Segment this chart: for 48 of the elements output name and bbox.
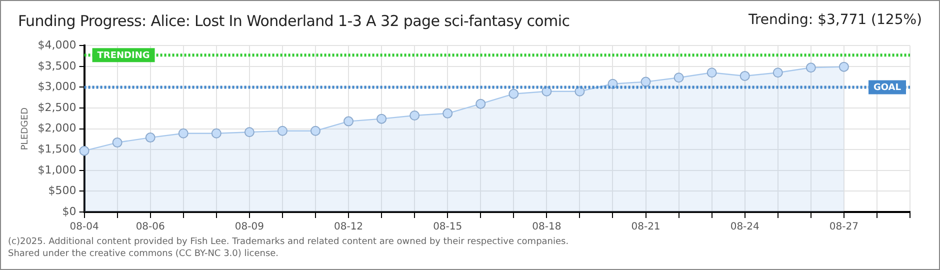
- y-tick-label: $4,000: [38, 38, 76, 52]
- x-tick-label: 08-27: [829, 222, 858, 233]
- point: [244, 127, 254, 138]
- text: Trending: $3,771 (125%): [748, 12, 922, 28]
- point: [542, 86, 552, 96]
- point: [277, 126, 288, 136]
- point: [674, 72, 684, 83]
- x-tick-label: 08-09: [234, 222, 264, 233]
- point: [178, 128, 188, 138]
- point: [442, 108, 453, 118]
- text: Shared under the creative commons (CC BY-NC 3.0) license.: [8, 248, 280, 260]
- text: (c)2025. Additional content provided by Fish Lee. Trademarks and related content are owned by their respective companies.: [8, 236, 569, 248]
- x-tick-label: 08-04: [70, 222, 99, 233]
- point: [410, 110, 420, 120]
- y-tick-label: $2,000: [38, 122, 76, 135]
- point: [310, 126, 320, 136]
- y-tick-label: $3,500: [38, 59, 76, 72]
- point: [344, 116, 354, 126]
- point: [508, 88, 519, 99]
- point: [640, 76, 651, 87]
- point: [112, 138, 122, 148]
- point: [838, 62, 849, 72]
- x-tick-label: 08-06: [136, 222, 165, 233]
- point: [772, 68, 783, 78]
- point: [145, 132, 156, 143]
- y-tick-label: $2,500: [38, 100, 76, 114]
- point: [574, 86, 585, 96]
- x-tick-label: 08-21: [631, 222, 660, 233]
- point: [806, 62, 816, 73]
- x-tick-label: 08-24: [730, 222, 760, 233]
- point: [706, 68, 717, 78]
- point: [476, 98, 486, 109]
- chart-title: Funding Progress: Alice: Lost In Wonderland 1-3 A 32 page sci-fantasy comic: [18, 12, 570, 30]
- point: [376, 114, 387, 124]
- point: [740, 70, 750, 81]
- x-tick-label: 08-12: [334, 222, 364, 233]
- y-axis-title: PLEDGED: [20, 107, 31, 150]
- x-tick-label: 08-15: [433, 222, 462, 233]
- ref-line-label: TRENDING: [97, 50, 150, 61]
- y-tick-label: $1,000: [38, 163, 76, 176]
- ref-line-label: GOAL: [874, 83, 902, 94]
- y-tick-label: $3,000: [38, 80, 76, 94]
- point: [211, 128, 222, 138]
- y-tick-label: $0: [62, 204, 76, 218]
- point: [79, 146, 90, 156]
- x-tick-label: 08-18: [532, 222, 562, 233]
- y-tick-label: $500: [48, 184, 76, 198]
- y-tick-label: $1,500: [38, 142, 76, 156]
